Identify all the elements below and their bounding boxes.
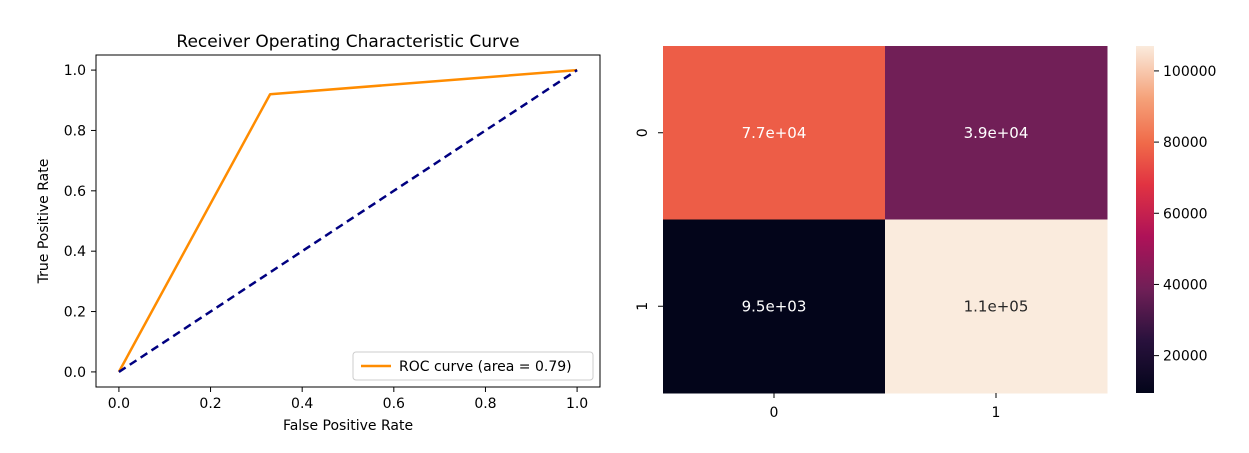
y-axis-label: True Positive Rate <box>36 159 52 285</box>
cell-annotation: 7.7e+04 <box>742 124 807 142</box>
colorbar-tick-label: 40000 <box>1163 277 1208 293</box>
heatmap-cell <box>663 219 886 394</box>
chance-line <box>118 69 578 373</box>
row-tick-label: 1 <box>635 302 651 311</box>
x-tick-label: 0.6 <box>383 396 405 412</box>
heatmap-cell <box>663 46 886 220</box>
legend-box <box>352 351 594 381</box>
roc-curve-line <box>117 68 578 373</box>
x-tick-label: 1.0 <box>566 396 588 412</box>
col-tick-label: 0 <box>770 405 779 421</box>
col-tick-label: 1 <box>992 405 1001 421</box>
colorbar-tick-label: 60000 <box>1163 206 1208 222</box>
legend: ROC curve (area = 0.79) <box>352 351 594 381</box>
row-tick-label: 0 <box>635 128 651 137</box>
y-tick-label: 0.8 <box>64 123 86 139</box>
y-ticks: 0.0 0.2 0.4 0.6 0.8 1.0 <box>64 63 96 381</box>
plot-frame <box>95 54 601 388</box>
colorbar: 20000 40000 60000 80000 100000 <box>1136 46 1216 393</box>
chart-title: Receiver Operating Characteristic Curve <box>176 32 519 52</box>
colorbar-tick-label: 80000 <box>1163 135 1208 151</box>
x-tick-label: 0.0 <box>108 396 130 412</box>
x-ticks: 0.0 0.2 0.4 0.6 0.8 1.0 <box>108 387 588 412</box>
cell-annotation: 1.1e+05 <box>964 297 1029 315</box>
legend-entry: ROC curve (area = 0.79) <box>399 359 572 375</box>
x-tick-label: 0.4 <box>291 396 313 412</box>
colorbar-ticks: 20000 40000 60000 80000 100000 <box>1154 64 1216 365</box>
roc-lines <box>117 68 578 373</box>
roc-chart: Receiver Operating Characteristic Curve … <box>36 32 601 434</box>
y-tick-label: 0.0 <box>64 365 86 381</box>
y-tick-label: 0.4 <box>64 244 86 260</box>
heatmap-cells: 7.7e+04 3.9e+04 9.5e+03 1.1e+05 <box>663 46 1108 394</box>
colorbar-tick-label: 100000 <box>1163 64 1216 80</box>
x-tick-label: 0.2 <box>199 396 221 412</box>
heatmap-cell <box>885 219 1108 394</box>
cell-annotation: 3.9e+04 <box>964 124 1029 142</box>
row-ticks: 01 <box>635 128 663 311</box>
colorbar-gradient <box>1136 46 1154 393</box>
y-tick-label: 1.0 <box>64 63 86 79</box>
y-tick-label: 0.6 <box>64 184 86 200</box>
y-tick-label: 0.2 <box>64 305 86 321</box>
cell-annotation: 9.5e+03 <box>742 297 807 315</box>
x-axis-label: False Positive Rate <box>283 418 413 434</box>
heatmap-cell <box>885 46 1108 220</box>
x-tick-label: 0.8 <box>474 396 496 412</box>
colorbar-tick-label: 20000 <box>1163 349 1208 365</box>
